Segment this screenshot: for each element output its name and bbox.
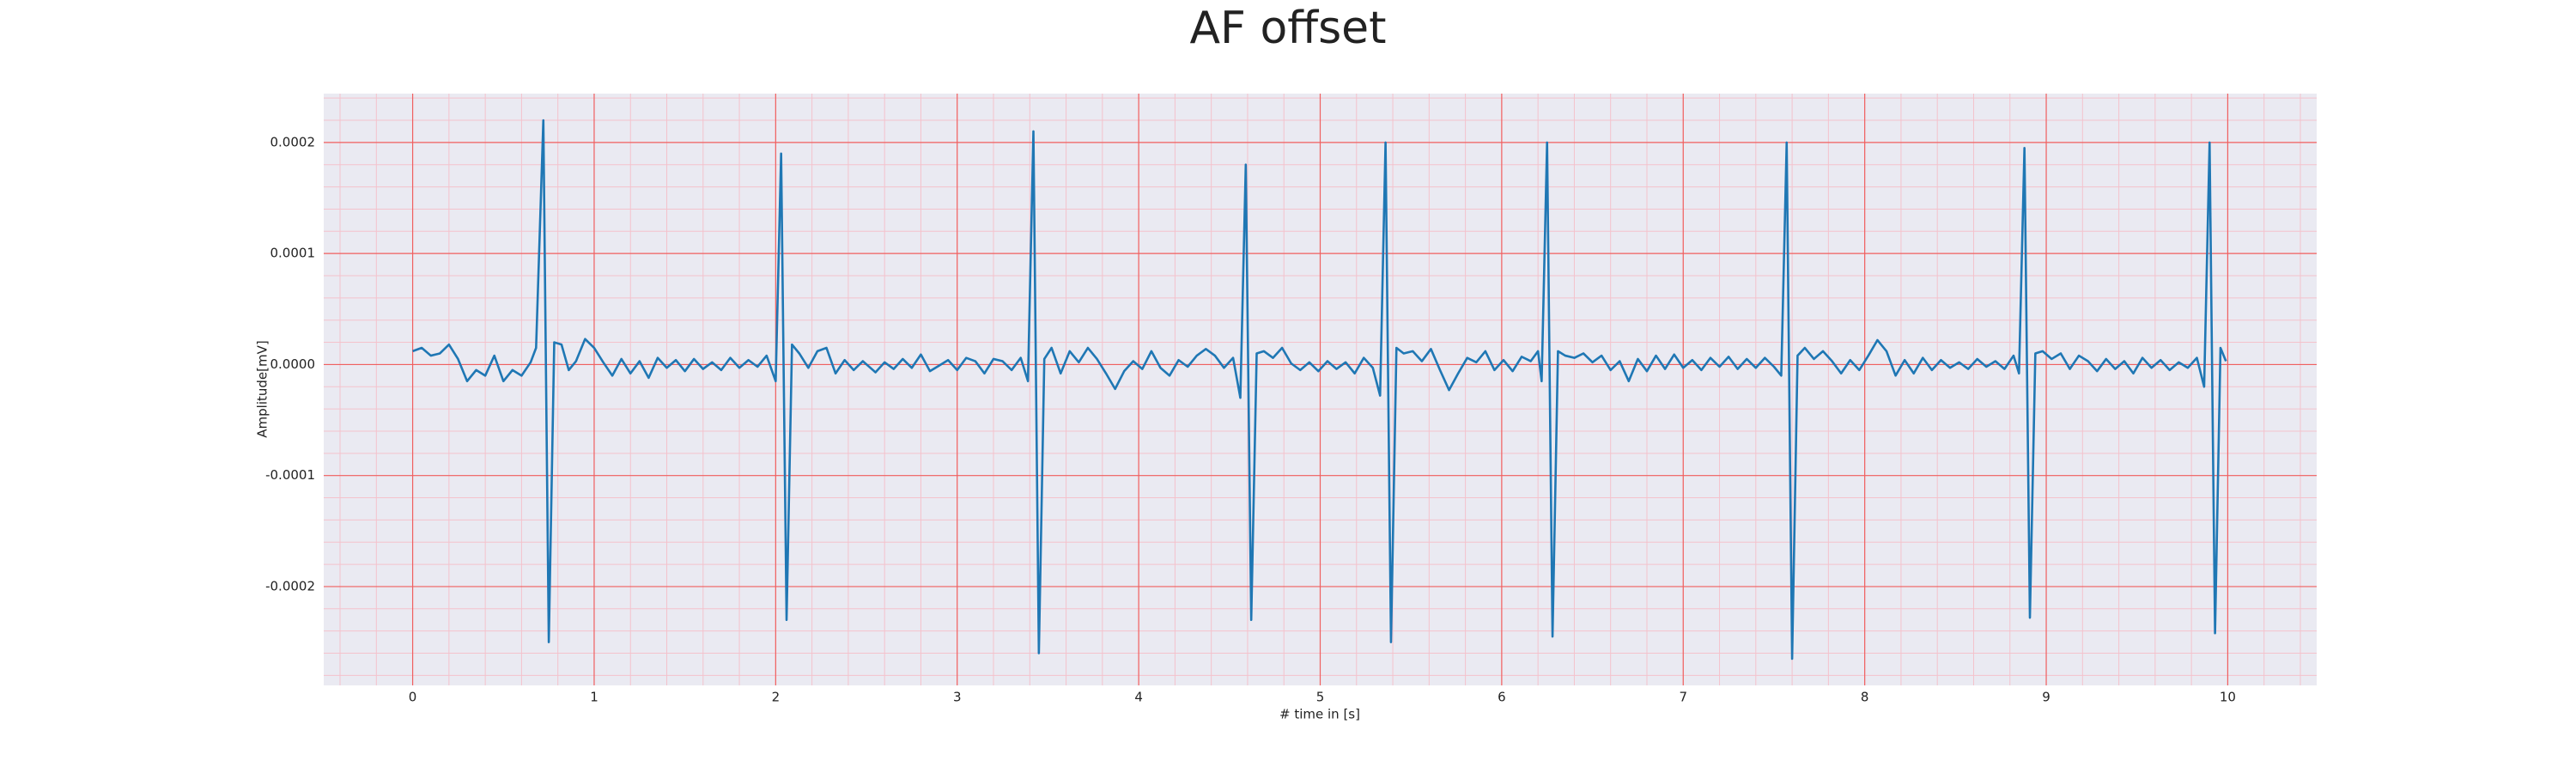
y-tick-label: -0.0002: [265, 578, 315, 593]
y-tick-label: 0.0000: [270, 356, 316, 372]
x-tick-label: 7: [1679, 690, 1687, 705]
x-tick-label: 0: [409, 690, 417, 705]
x-tick-label: 9: [2042, 690, 2050, 705]
x-axis-label: # time in [s]: [1279, 707, 1360, 722]
x-tick-label: 10: [2220, 690, 2236, 705]
y-tick-label: 0.0001: [270, 246, 316, 261]
y-tick-label: -0.0001: [265, 467, 315, 483]
x-tick-label: 5: [1316, 690, 1325, 705]
chart-title: AF offset: [1189, 3, 1386, 54]
ecg-line: [412, 119, 2227, 660]
y-axis-label: Amplitude[mV]: [255, 340, 270, 437]
x-tick-label: 2: [772, 690, 781, 705]
x-tick-label: 1: [590, 690, 598, 705]
y-tick-label: 0.0002: [270, 134, 316, 149]
x-tick-label: 8: [1861, 690, 1869, 705]
x-tick-label: 3: [953, 690, 962, 705]
x-tick-label: 6: [1498, 690, 1506, 705]
x-tick-label: 4: [1134, 690, 1143, 705]
